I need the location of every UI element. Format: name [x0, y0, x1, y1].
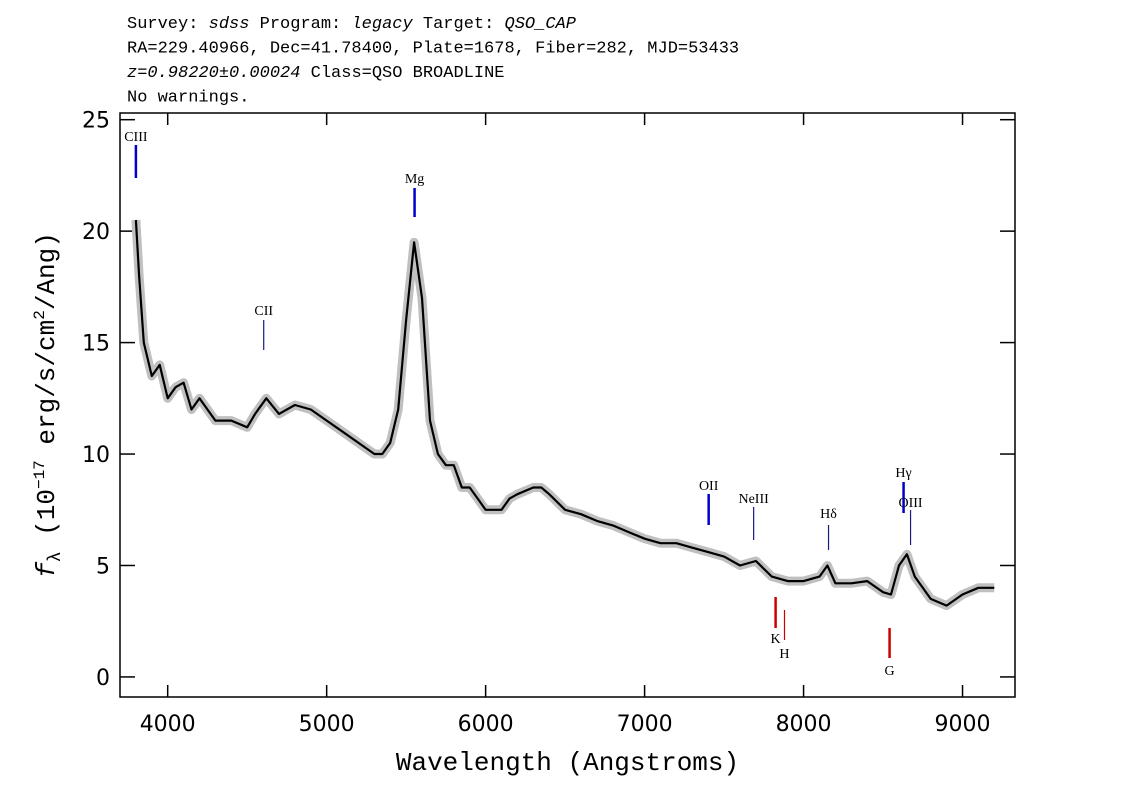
- line-marker-label: CIII: [124, 130, 148, 145]
- y-tick-label: 20: [82, 220, 110, 245]
- x-tick-label: 8000: [776, 712, 832, 737]
- header-text: Program:: [249, 15, 351, 34]
- x-tick-label: 5000: [299, 712, 355, 737]
- plot-frame: [119, 112, 1016, 698]
- line-marker-label: NeIII: [738, 492, 769, 507]
- line-marker-label: OIII: [899, 496, 923, 511]
- y-axis-label-part: /Ang): [32, 232, 62, 310]
- header-line: No warnings.: [127, 89, 249, 108]
- header-text: QSO_CAP: [505, 15, 577, 34]
- header-line: z=0.98220±0.00024 Class=QSO BROADLINE: [127, 64, 504, 83]
- x-axis-label: Wavelength (Angstroms): [396, 748, 739, 778]
- y-tick-label: 0: [96, 666, 110, 691]
- header-text: legacy: [351, 15, 413, 34]
- flux-band: [131, 219, 995, 611]
- header-text: RA=229.40966, Dec=41.78400, Plate=1678, …: [127, 40, 739, 59]
- y-axis-label-part: f: [32, 561, 62, 578]
- y-axis-label: fλ (10−17 erg/s/cm2/Ang): [31, 232, 66, 578]
- header-text: Survey:: [127, 15, 209, 34]
- y-axis-label-part: 2: [31, 310, 49, 320]
- header-text: sdss: [209, 15, 250, 34]
- y-tick-label: 25: [82, 109, 110, 134]
- header-line: RA=229.40966, Dec=41.78400, Plate=1678, …: [127, 40, 739, 59]
- line-marker-label: Hδ: [820, 507, 837, 522]
- y-tick-label: 5: [96, 554, 110, 579]
- y-tick-label: 15: [82, 332, 110, 357]
- line-marker-label: CII: [254, 304, 273, 319]
- header-text: Target:: [413, 15, 505, 34]
- x-tick-label: 7000: [617, 712, 673, 737]
- header-text: Class=QSO BROADLINE: [300, 64, 504, 83]
- header-line: Survey: sdss Program: legacy Target: QSO…: [127, 15, 577, 34]
- line-marker-label: Mg: [405, 172, 424, 187]
- line-marker-label: Hγ: [895, 466, 911, 481]
- line-marker-label: K: [771, 632, 781, 647]
- x-tick-label: 9000: [935, 712, 991, 737]
- y-axis-label-part: −17: [31, 460, 49, 489]
- x-tick-label: 6000: [458, 712, 514, 737]
- x-tick-label: 4000: [140, 712, 196, 737]
- line-marker-label: OII: [699, 479, 719, 494]
- line-marker-label: H: [779, 647, 789, 662]
- header-text: No warnings.: [127, 89, 249, 108]
- y-tick-label: 10: [82, 443, 110, 468]
- line-marker-label: G: [885, 664, 895, 679]
- y-axis-label-part: λ: [46, 551, 66, 562]
- y-axis-label-part: (10: [32, 489, 62, 551]
- y-axis-label-part: erg/s/cm: [32, 320, 62, 460]
- header-text: z=0.98220±0.00024: [127, 64, 300, 83]
- flux-line: [134, 219, 995, 607]
